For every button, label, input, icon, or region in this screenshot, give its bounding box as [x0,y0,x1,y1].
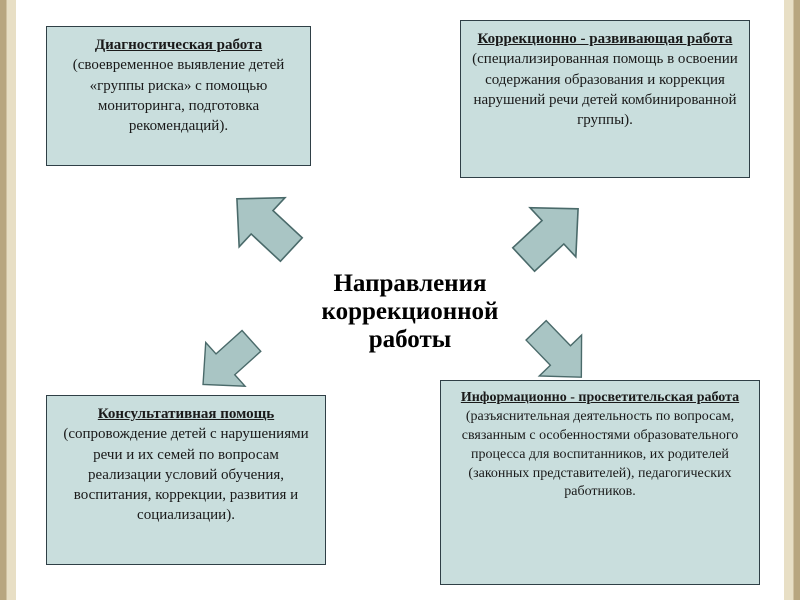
diagram-canvas: Диагностическая работа (своевременное вы… [0,0,800,600]
center-line: Направления [285,270,535,298]
arrow-icon [208,168,321,281]
box-diagnostic: Диагностическая работа (своевременное вы… [46,26,311,166]
box-title: Консультативная помощь [98,406,274,422]
box-inform: Информационно - просветительская работа … [440,380,760,585]
box-consult: Консультативная помощь (сопровождение де… [46,395,326,565]
box-title: Информационно - просветительская работа [461,390,739,405]
box-body: (своевременное выявление детей «группы р… [73,57,285,134]
center-line: работы [285,326,535,354]
box-body: (разъяснительная деятельность по вопроса… [462,409,738,500]
box-body: (специализированная помощь в освоении со… [472,51,738,128]
center-title: Направления коррекционной работы [285,270,535,354]
box-title: Диагностическая работа [95,37,262,53]
box-body: (сопровождение детей с нарушениями речи … [63,426,308,523]
arrow-0 [208,168,321,281]
center-line: коррекционной [285,298,535,326]
frame-left [0,0,16,600]
box-correction: Коррекционно - развивающая работа (специ… [460,20,750,178]
frame-right [784,0,800,600]
box-title: Коррекционно - развивающая работа [478,31,733,47]
